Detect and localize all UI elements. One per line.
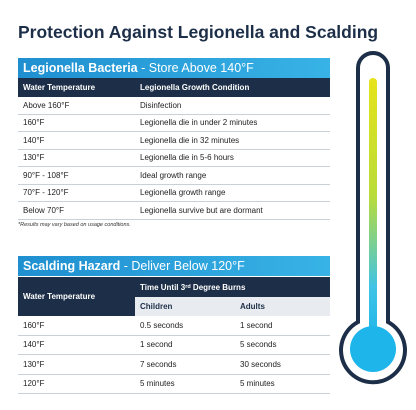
table-cell: 130°F — [18, 150, 135, 167]
sub-header: Children — [135, 297, 235, 316]
header-part: rd — [185, 284, 191, 290]
table-cell: 1 second — [235, 316, 330, 336]
banner-rest: - Deliver Below 120°F — [120, 259, 245, 273]
table-cell: 140°F — [18, 336, 135, 355]
table-cell: 5 seconds — [235, 336, 330, 355]
table-cell: 160°F — [18, 115, 135, 132]
title: Protection Against Legionella and Scaldi… — [18, 22, 379, 42]
table-cell: 5 minutes — [135, 375, 235, 394]
banner-bold: Scalding Hazard — [23, 259, 121, 273]
table-cell: 1 second — [135, 336, 235, 355]
sub-header: Adults — [235, 297, 330, 316]
table-cell: Legionella growth range — [135, 185, 330, 202]
header-part: Degree Burns — [190, 282, 246, 292]
table-cell: 120°F — [18, 375, 135, 394]
table-cell: Ideal growth range — [135, 167, 330, 185]
table-cell: 140°F — [18, 132, 135, 150]
table-cell: 130°F — [18, 355, 135, 375]
header-part: Time Until 3 — [140, 282, 186, 292]
table-cell: 0.5 seconds — [135, 316, 235, 336]
table-cell: Legionella die in 5-6 hours — [135, 150, 330, 167]
column-header: Water Temperature — [18, 277, 135, 316]
banner-bold: Legionella Bacteria — [23, 61, 138, 75]
table-cell: Below 70°F — [18, 202, 135, 220]
banner-rest: - Store Above 140°F — [137, 61, 254, 75]
table-cell: 7 seconds — [135, 355, 235, 375]
table-cell: 5 minutes — [235, 375, 330, 394]
table-cell: Above 160°F — [18, 97, 135, 115]
table-cell: Disinfection — [135, 97, 330, 115]
column-header: Water Temperature — [18, 78, 135, 97]
table-cell: 30 seconds — [235, 355, 330, 375]
table-cell: 90°F - 108°F — [18, 167, 135, 185]
table-cell: Legionella die in 32 minutes — [135, 132, 330, 150]
table-cell: Legionella survive but are dormant — [135, 202, 330, 220]
scalding-banner: Scalding Hazard - Deliver Below 120°F — [18, 256, 330, 276]
table-cell: Legionella die in under 2 minutes — [135, 115, 330, 132]
legionella-banner: Legionella Bacteria - Store Above 140°F — [18, 58, 330, 78]
thermometer — [339, 51, 407, 385]
table-cell: 160°F — [18, 316, 135, 336]
table-cell: 70°F - 120°F — [18, 185, 135, 202]
note: *Results may vary based on usage conditi… — [18, 222, 131, 228]
column-header: Legionella Growth Condition — [135, 78, 330, 97]
